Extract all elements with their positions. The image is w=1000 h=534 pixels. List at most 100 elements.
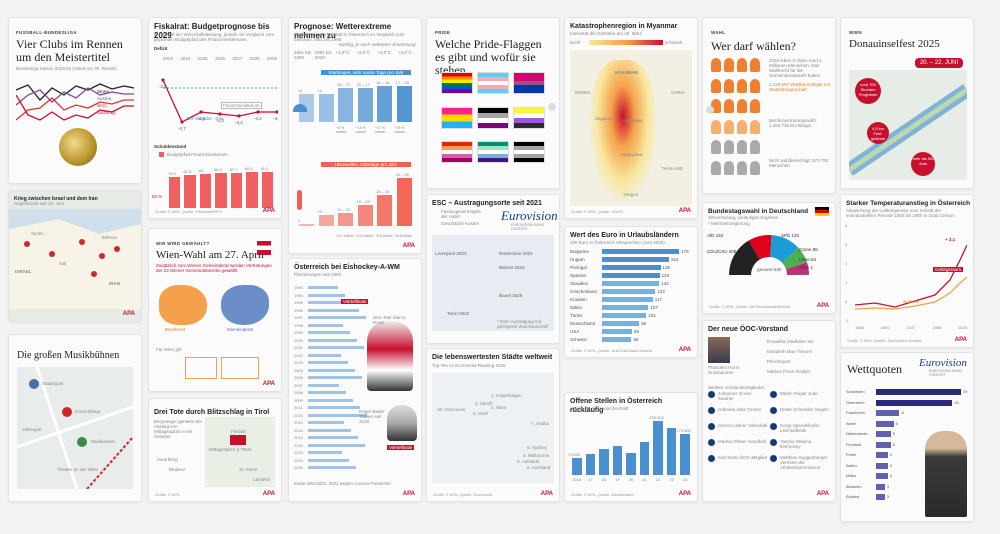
jobs-bar[interactable] <box>612 445 623 475</box>
jobs-bar[interactable] <box>653 421 663 475</box>
placement-bar[interactable] <box>308 376 362 379</box>
pride-flag[interactable] <box>441 106 473 129</box>
card-offene-stellen[interactable]: Offene Stellen in Österreich rückläufig … <box>564 392 698 502</box>
odds-bar[interactable] <box>876 494 885 500</box>
debt-bar[interactable] <box>199 174 212 208</box>
bar[interactable] <box>357 205 373 226</box>
jobs-bar[interactable] <box>572 457 582 475</box>
placement-bar[interactable] <box>308 316 366 319</box>
bar[interactable] <box>396 86 412 122</box>
bar[interactable] <box>338 212 353 226</box>
card-wettquoten[interactable]: Wettquoten Eurovision EUROVISION SONG CO… <box>840 352 974 522</box>
target-dot[interactable] <box>49 251 55 257</box>
pride-flag[interactable] <box>513 141 545 164</box>
odds-bar[interactable] <box>876 483 885 490</box>
card-oeoc-vorstand[interactable]: Der neue ÖOC-Vorstand Präsident Horst Nu… <box>702 320 836 502</box>
pride-flag[interactable] <box>441 141 473 164</box>
value-bar[interactable] <box>602 321 640 326</box>
placement-bar[interactable] <box>308 398 353 402</box>
placement-bar[interactable] <box>308 436 358 439</box>
placement-bar[interactable] <box>308 353 341 357</box>
odds-bar[interactable] <box>876 389 962 395</box>
value-bar[interactable] <box>602 265 661 270</box>
bar[interactable] <box>357 88 373 122</box>
deficit-point[interactable] <box>218 112 222 116</box>
pride-flag[interactable] <box>441 72 473 94</box>
bar[interactable] <box>377 86 392 122</box>
pride-flag[interactable] <box>477 106 509 129</box>
music-note-icon[interactable] <box>29 379 39 389</box>
value-bar[interactable] <box>602 313 647 318</box>
party-segment[interactable] <box>770 235 799 263</box>
debt-bar[interactable] <box>246 172 258 208</box>
deficit-point[interactable] <box>237 114 241 118</box>
card-temperatur[interactable]: Starker Temperaturanstieg in Österreich … <box>840 194 974 348</box>
target-dot[interactable] <box>99 253 105 259</box>
music-note-icon[interactable] <box>77 437 87 447</box>
bar[interactable] <box>318 215 334 226</box>
location-marker[interactable] <box>230 435 246 445</box>
card-blitzschlag[interactable]: Drei Tote durch Blitzschlag in Tirol Ber… <box>148 398 282 502</box>
value-bar[interactable] <box>602 281 660 286</box>
placement-bar[interactable] <box>308 338 357 342</box>
party-segment[interactable] <box>782 247 807 270</box>
jobs-bar[interactable] <box>585 454 596 475</box>
placement-bar[interactable] <box>308 413 367 417</box>
party-segment[interactable] <box>729 240 760 275</box>
party-segment[interactable] <box>748 235 772 260</box>
jobs-bar[interactable] <box>599 449 609 475</box>
placement-bar[interactable] <box>308 293 345 297</box>
card-israel-iran[interactable]: Krieg zwischen Israel und dem Iran Angri… <box>8 190 142 322</box>
music-note-icon[interactable] <box>62 407 72 417</box>
odds-bar[interactable] <box>876 452 888 458</box>
placement-bar[interactable] <box>308 428 351 432</box>
placement-bar[interactable] <box>308 308 359 312</box>
debt-bar[interactable] <box>215 173 227 208</box>
target-dot[interactable] <box>91 271 97 277</box>
value-bar[interactable] <box>602 337 632 342</box>
odds-bar[interactable] <box>876 399 953 406</box>
target-dot[interactable] <box>79 239 85 245</box>
jobs-bar[interactable] <box>626 452 636 475</box>
card-myanmar[interactable]: Katastrophenregion in Myanmar Intensität… <box>564 17 698 219</box>
value-bar[interactable] <box>602 305 649 310</box>
pride-flag[interactable] <box>477 141 509 164</box>
placement-bar[interactable] <box>308 361 348 364</box>
card-bundesliga[interactable]: FUSSBALL-BUNDESLIGA Vier Clubs im Rennen… <box>8 17 142 184</box>
debt-bar[interactable] <box>230 172 243 208</box>
placement-bar[interactable] <box>308 383 339 387</box>
odds-bar[interactable] <box>876 441 891 448</box>
card-wien-wahl[interactable]: WIR WIRD GEWÄHLT? Wien-Wahl am 27. April… <box>148 228 282 392</box>
value-bar[interactable] <box>602 249 680 254</box>
deficit-point[interactable] <box>161 78 165 82</box>
jobs-bar[interactable] <box>639 442 650 475</box>
card-donauinselfest[interactable]: WIEN Donauinselfest 2025 20. – 22. JUNI … <box>840 17 974 189</box>
odds-bar[interactable] <box>876 431 891 437</box>
card-esc-orte[interactable]: ESC – Austragungsorte seit 2021 Fassungs… <box>426 194 560 344</box>
pride-flag[interactable] <box>513 72 545 94</box>
value-bar[interactable] <box>602 329 632 334</box>
placement-bar[interactable] <box>308 331 350 334</box>
placement-bar[interactable] <box>308 301 352 304</box>
deficit-point[interactable] <box>180 120 184 124</box>
card-euro-wert[interactable]: Wert des Euro in Urlaubsländern 100 Euro… <box>564 226 698 358</box>
card-wetterextreme[interactable]: Prognose: Wetterextreme nehmen zu Häufig… <box>288 17 422 254</box>
odds-bar[interactable] <box>876 410 900 416</box>
value-bar[interactable] <box>602 273 660 278</box>
debt-bar[interactable] <box>184 175 196 208</box>
placement-bar[interactable] <box>308 286 338 289</box>
card-wer-darf-waehlen[interactable]: WAHL Wer darf wählen? 2025 leben in Wien… <box>702 17 836 194</box>
odds-bar[interactable] <box>876 462 888 469</box>
target-dot[interactable] <box>24 241 30 247</box>
deficit-point[interactable] <box>256 110 260 114</box>
next-arrow-icon[interactable] <box>548 103 556 111</box>
card-staedte[interactable]: Die lebenswertesten Städte weltweit Top-… <box>426 348 560 502</box>
card-musikbuehnen[interactable]: Die großen Musikbühnen Staatsoper Volkso… <box>8 334 142 502</box>
placement-bar[interactable] <box>308 346 364 349</box>
placement-bar[interactable] <box>308 368 355 372</box>
jobs-bar[interactable] <box>680 434 690 475</box>
jobs-bar[interactable] <box>666 428 677 475</box>
pride-flag[interactable] <box>513 106 545 129</box>
bar[interactable] <box>396 178 412 226</box>
debt-bar[interactable] <box>261 171 273 208</box>
